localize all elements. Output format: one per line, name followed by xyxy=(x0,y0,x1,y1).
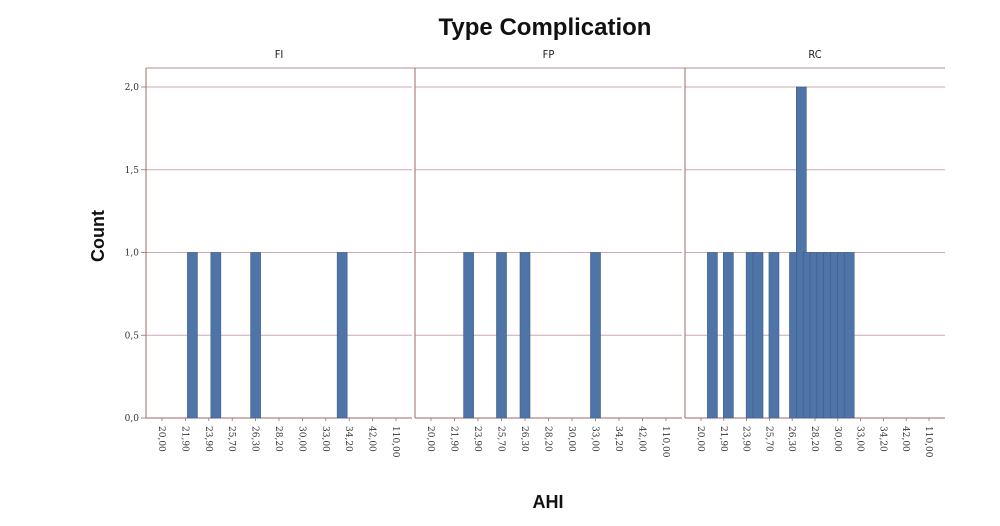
x-tick-label: 42,00 xyxy=(900,426,910,452)
histogram-bar xyxy=(707,252,718,419)
x-tick-label: 110,00 xyxy=(390,426,400,458)
facet-panel-fi: FI 20,00 21,90 23,90 25,70 26,30 28,20 30,00 33,… xyxy=(145,48,412,458)
x-tick-label: 110,00 xyxy=(923,426,933,458)
histogram-bar xyxy=(590,252,601,419)
histogram-bar xyxy=(752,252,764,419)
x-tick-label: 25,70 xyxy=(226,426,236,452)
x-tick-label: 23,90 xyxy=(472,426,482,452)
histogram-bar xyxy=(210,252,222,419)
x-tick-label: 110,00 xyxy=(660,426,670,458)
x-tick-label: 28,20 xyxy=(809,426,819,452)
y-axis-title: Count xyxy=(88,210,108,262)
x-tick-label: 23,90 xyxy=(203,426,213,452)
y-tick-label: 2,0 xyxy=(125,83,140,93)
facet-title-fp: FP xyxy=(543,48,555,61)
y-tick-label: 0,0 xyxy=(125,414,140,424)
x-tick-label: 20,00 xyxy=(425,426,435,452)
x-tick-label: 34,20 xyxy=(877,426,887,452)
x-tick-label: 28,20 xyxy=(543,426,553,452)
x-tick-label: 26,30 xyxy=(250,426,260,452)
x-tick-label: 42,00 xyxy=(367,426,377,452)
facet-title-rc: RC xyxy=(808,48,821,61)
x-tick-label: 20,00 xyxy=(156,426,166,452)
x-tick-label: 34,20 xyxy=(343,426,353,452)
x-tick-label: 25,70 xyxy=(496,426,506,452)
facet-panel-fp: FP 20,00 21,90 23,90 25,70 26,30 28,20 30,00 33,… xyxy=(414,48,682,458)
x-tick-label: 23,90 xyxy=(741,426,751,452)
chart-title: Type Complication xyxy=(439,14,652,41)
x-tick-label: 30,00 xyxy=(832,426,842,452)
facet-panel-rc: RC 20,00 21,90 23,90 25,70 26,30 28,20 30,00 33,… xyxy=(684,48,945,458)
x-tick-label: 30,00 xyxy=(566,426,576,452)
histogram-bar xyxy=(463,252,474,419)
x-tick-label: 26,30 xyxy=(519,426,529,452)
x-tick-label: 28,20 xyxy=(273,426,283,452)
histogram-bar xyxy=(250,252,261,419)
x-tick-label: 20,00 xyxy=(695,426,705,452)
x-tick-label: 25,70 xyxy=(763,426,773,452)
y-tick-label: 0,5 xyxy=(125,331,140,341)
x-tick-label: 33,00 xyxy=(320,426,330,452)
histogram-bar xyxy=(336,252,348,419)
histogram-bar xyxy=(768,252,780,419)
x-axis-title: AHI xyxy=(533,492,564,512)
histogram-bar xyxy=(187,252,198,419)
x-tick-label: 21,90 xyxy=(449,426,459,452)
histogram-bar xyxy=(519,252,531,419)
histogram-bar xyxy=(843,252,855,419)
x-tick-label: 26,30 xyxy=(786,426,796,452)
x-tick-label: 42,00 xyxy=(637,426,647,452)
facet-title-fi: FI xyxy=(275,48,284,61)
x-tick-label: 34,20 xyxy=(613,426,623,452)
x-tick-label: 33,00 xyxy=(590,426,600,452)
y-tick-label: 1,0 xyxy=(125,249,140,259)
plot-area: FI 20,00 21,90 23,90 25,70 26,30 28,20 30,00 33,… xyxy=(125,48,945,458)
x-tick-label: 30,00 xyxy=(296,426,306,452)
x-tick-label: 21,90 xyxy=(718,426,728,452)
y-tick-label: 1,5 xyxy=(125,166,140,176)
x-tick-label: 33,00 xyxy=(855,426,865,452)
histogram-bar xyxy=(723,252,734,419)
histogram-bar xyxy=(496,252,507,419)
x-tick-label: 21,90 xyxy=(179,426,189,452)
